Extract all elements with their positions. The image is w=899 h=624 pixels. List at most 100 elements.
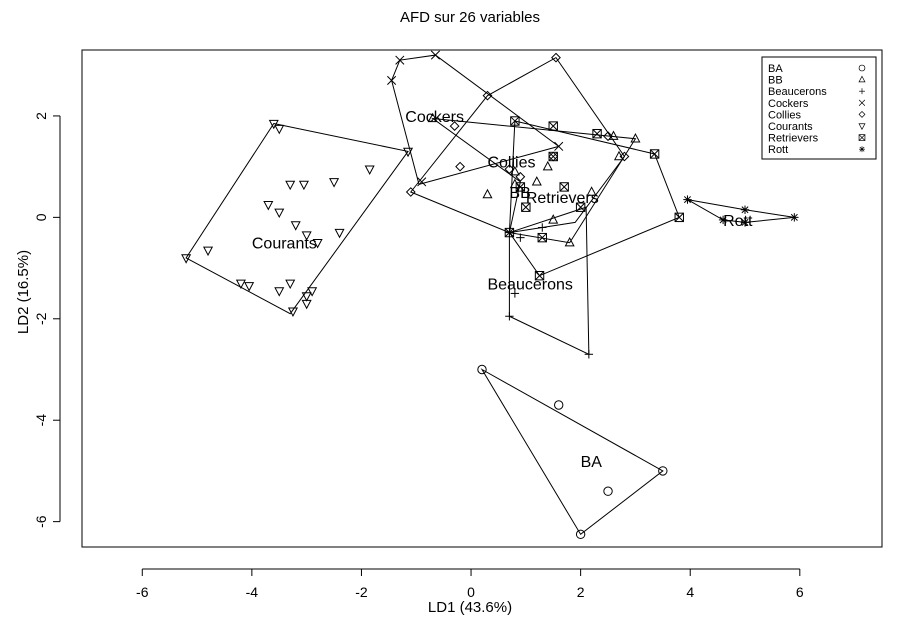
- x-tick-label: -6: [136, 584, 149, 600]
- triangle-down-marker-shape: [301, 292, 312, 302]
- square-marker-shape: [559, 182, 569, 192]
- x-marker-b: [430, 50, 440, 60]
- diamond-marker-shape: [482, 90, 493, 101]
- triangle-down-marker-shape: [364, 165, 375, 175]
- group-label-retrievers: Retrievers: [526, 190, 599, 207]
- triangle-down-marker-shape: [287, 307, 298, 317]
- square-marker-diag-b: [504, 228, 514, 238]
- hull-courants: [185, 122, 409, 315]
- chart-title: AFD sur 26 variables: [400, 9, 540, 26]
- point-collies: [455, 161, 465, 172]
- data-points: [181, 50, 799, 540]
- square-marker-shape: [534, 270, 545, 281]
- diamond-marker-shape: [405, 187, 416, 197]
- point-retrievers: [537, 232, 547, 243]
- point-rott: [740, 218, 750, 227]
- square-marker-shape: [537, 232, 547, 243]
- point-ba: [477, 364, 487, 375]
- point-ba: [575, 529, 586, 540]
- point-retrievers: [534, 270, 545, 281]
- point-courants: [202, 246, 214, 257]
- legend-marker-retrievers: [858, 134, 866, 141]
- diamond-marker-shape: [551, 52, 561, 63]
- point-courants: [274, 287, 285, 297]
- x-tick-label: 6: [796, 584, 804, 600]
- triangle-marker-shape: [630, 132, 641, 143]
- point-courants: [301, 292, 312, 302]
- legend-label: Rott: [768, 144, 788, 156]
- square-marker-diag-b: [537, 233, 547, 243]
- diamond-marker-shape: [603, 131, 613, 142]
- x-marker-b: [554, 141, 564, 151]
- circle-marker-shape: [858, 64, 866, 72]
- x-axis: -6 -4 -2 0 2 4 6: [136, 568, 804, 600]
- point-courants: [263, 200, 274, 211]
- legend-marker: [858, 99, 866, 106]
- triangle-down-marker-shape: [329, 178, 340, 188]
- point-courants: [301, 299, 312, 310]
- square-marker-diag-b: [548, 121, 558, 131]
- group-hulls: [185, 54, 795, 536]
- point-courants: [329, 178, 340, 188]
- group-label-cockers: Cockers: [405, 109, 464, 126]
- point-retrievers: [515, 182, 526, 192]
- legend-label: BB: [768, 75, 783, 87]
- group-label-collies: Collies: [487, 155, 535, 172]
- legend-label: Collies: [768, 109, 802, 121]
- triangle-down-marker-shape: [285, 279, 296, 290]
- triangle-down-marker-shape: [202, 246, 214, 257]
- square-marker-diag-b: [592, 129, 602, 139]
- hull-cockers: [391, 54, 560, 186]
- group-label-beaucerons: Beaucerons: [487, 276, 572, 293]
- triangle-marker-shape: [482, 188, 493, 199]
- point-courants: [290, 221, 301, 231]
- square-marker-shape: [510, 116, 520, 126]
- x-marker-b: [395, 55, 405, 65]
- diamond-marker-shape: [515, 171, 526, 182]
- point-retrievers: [649, 149, 660, 159]
- square-marker-shape: [575, 202, 586, 212]
- point-rott: [790, 213, 799, 222]
- y-axis-label: LD2 (16.5%): [15, 250, 32, 334]
- point-courants: [298, 180, 309, 191]
- legend-marker-collies: [858, 110, 866, 118]
- point-cockers: [430, 50, 440, 60]
- legend-box: [761, 56, 877, 160]
- triangle-down-marker-shape: [307, 287, 318, 297]
- x-tick-label: 4: [686, 584, 694, 600]
- legend-marker: [858, 64, 866, 72]
- square-marker-diag-b: [515, 182, 525, 192]
- point-retrievers: [674, 212, 684, 223]
- point-courants: [285, 279, 296, 290]
- point-cockers: [417, 177, 427, 187]
- diamond-marker-shape: [858, 110, 866, 118]
- x-tick-label: 2: [577, 584, 585, 600]
- triangle-down-marker-shape: [235, 279, 246, 290]
- diamond-marker-shape: [455, 161, 465, 172]
- square-marker-shape: [548, 151, 558, 162]
- square-marker-diag-b: [534, 271, 545, 281]
- x-marker-b: [417, 177, 427, 187]
- point-courants: [268, 119, 279, 130]
- legend-marker-ba: [858, 64, 866, 72]
- point-cockers: [387, 75, 397, 85]
- point-collies: [482, 90, 493, 101]
- x-axis-label: LD1 (43.6%): [428, 599, 512, 616]
- square-marker-shape: [548, 121, 558, 131]
- point-courants: [307, 287, 318, 297]
- point-rott: [683, 195, 692, 204]
- legend-marker-courants: [858, 123, 866, 131]
- triangle-marker-shape: [586, 186, 597, 196]
- diamond-marker-shape: [449, 121, 460, 131]
- point-courants: [181, 254, 192, 264]
- legend-marker: [859, 146, 865, 153]
- group-label-courants: Courants: [252, 236, 317, 253]
- square-marker-diag-b: [548, 151, 558, 162]
- legend-marker: [858, 123, 866, 131]
- square-marker-shape: [649, 149, 660, 159]
- circle-marker-shape: [477, 364, 487, 375]
- triangle-down-marker-shape: [274, 208, 285, 219]
- group-label-rott: Rott: [723, 213, 753, 230]
- circle-marker-shape: [554, 400, 564, 410]
- x-tick-label: 0: [467, 584, 475, 600]
